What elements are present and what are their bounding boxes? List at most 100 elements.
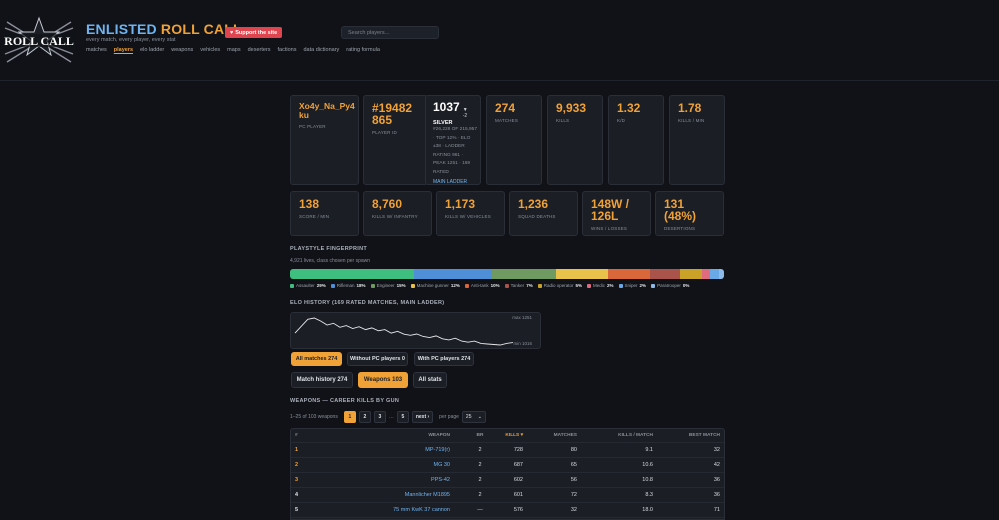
nav-rating-formula[interactable]: rating formula: [346, 47, 380, 53]
table-row[interactable]: 3 PPS-42 2 602 56 10.8 36: [291, 473, 724, 488]
nav-maps[interactable]: maps: [227, 47, 241, 53]
weapon-link[interactable]: Mannlicher M1895: [404, 492, 450, 498]
best-match-cell: 36: [713, 492, 720, 498]
stat-card-kd: 1.32 K/D: [608, 95, 664, 185]
legend-swatch: [330, 283, 335, 288]
player-name-line1: Xo4y_Na_Py4: [299, 101, 355, 111]
player-id-line2: 865: [372, 113, 393, 127]
nav-weapons[interactable]: weapons: [171, 47, 194, 53]
stat-label: SQUAD DEATHS: [518, 214, 556, 219]
main-ladder-link[interactable]: MAIN LADDER: [433, 178, 468, 185]
filter-with-pc[interactable]: With PC players 274: [414, 352, 474, 366]
stat-label: KILLS: [556, 118, 570, 123]
page-3-button[interactable]: 3: [373, 411, 386, 423]
legend-item: Machine gunner 12%: [410, 283, 460, 288]
legend-item: Medic 2%: [587, 283, 614, 288]
support-button[interactable]: ♥ Support the site: [225, 27, 283, 38]
page-1-button[interactable]: 1: [343, 411, 356, 423]
matches-cell: 56: [570, 477, 577, 483]
page-5-button[interactable]: 5: [396, 411, 409, 423]
player-name-line2: ku: [299, 110, 309, 120]
fingerprint-segment: [414, 269, 492, 279]
chevron-down-icon: ⌄: [477, 414, 482, 420]
legend-swatch: [464, 283, 469, 288]
legend-item: Rifleman 18%: [330, 283, 366, 288]
nav-elo-ladder[interactable]: elo ladder: [140, 47, 165, 53]
stat-value: 138: [299, 197, 320, 211]
tab-match-history[interactable]: Match history 274: [291, 372, 353, 388]
stat-card-desertions: 131 (48%) DESERTIONS: [655, 191, 724, 236]
legend-swatch: [537, 283, 542, 288]
tab-all-stats[interactable]: All stats: [413, 372, 447, 388]
tab-weapons[interactable]: Weapons 103: [358, 372, 408, 388]
nav-deserters[interactable]: deserters: [247, 47, 271, 53]
kills-per-match-cell: 8.3: [645, 492, 653, 498]
col-kills[interactable]: KILLS ▾: [505, 433, 523, 438]
br-cell: 2: [478, 477, 482, 483]
stat-value: 1,173: [445, 197, 476, 211]
elo-history-title: ELO HISTORY (169 RATED MATCHES, MAIN LAD…: [290, 300, 445, 306]
legend-item: Anti-tank 10%: [464, 283, 500, 288]
legend-label: Radio operator: [543, 283, 574, 288]
br-cell: 2: [478, 462, 482, 468]
table-row[interactable]: 2 MG 30 2 687 65 10.6 42: [291, 458, 724, 473]
stat-value: 131 (48%): [664, 198, 715, 222]
nav-data-dictionary[interactable]: data dictionary: [303, 47, 340, 53]
page-2-button[interactable]: 2: [358, 411, 371, 423]
stat-value: 9,933: [556, 101, 587, 115]
nav-vehicles[interactable]: vehicles: [200, 47, 221, 53]
col-rank: #: [295, 433, 298, 438]
stat-card-score-per-min: 138 SCORE / MIN: [290, 191, 359, 236]
player-name-card: Xo4y_Na_Py4 ku PC PLAYER: [290, 95, 359, 185]
table-row[interactable]: 4 Mannlicher M1895 2 601 72 8.3 36: [291, 488, 724, 503]
col-br[interactable]: BR: [476, 433, 484, 438]
nav-players[interactable]: players: [113, 47, 134, 53]
rank-cell: 2: [295, 462, 299, 468]
elo-value: 1037: [433, 100, 460, 114]
roll-call-logo[interactable]: ROLL CALL: [3, 14, 75, 66]
next-page-button[interactable]: next ›: [411, 411, 434, 423]
filter-all-matches[interactable]: All matches 274: [291, 352, 342, 366]
stat-card-kills: 9,933 KILLS: [547, 95, 603, 185]
player-id-label: PLAYER ID: [372, 130, 397, 135]
player-name: Xo4y_Na_Py4 ku: [299, 101, 355, 120]
legend-percent: 12%: [450, 283, 460, 288]
col-kills-per-match[interactable]: KILLS / MATCH: [618, 433, 653, 438]
stat-card-kills-per-min: 1.78 KILLS / MIN: [669, 95, 725, 185]
elo-min-label: min 1016: [513, 341, 532, 346]
stat-label: KILLS W/ INFANTRY: [372, 214, 418, 219]
best-match-cell: 71: [713, 507, 720, 513]
weapon-link[interactable]: MP-719(r): [425, 447, 450, 453]
legend-label: Rifleman: [336, 283, 355, 288]
nav-factions[interactable]: factions: [277, 47, 297, 53]
col-weapon[interactable]: WEAPON: [428, 433, 450, 438]
legend-swatch: [651, 283, 656, 288]
search-input[interactable]: [341, 26, 439, 39]
kills-cell: 576: [513, 507, 523, 513]
table-row[interactable]: 5 75 mm KwK 37 cannon — 576 32 18.0 71: [291, 503, 724, 518]
elo-history-chart: max 1251 min 1016: [290, 312, 541, 349]
filter-without-pc[interactable]: Without PC players 0: [347, 352, 408, 366]
legend-percent: 2%: [639, 283, 647, 288]
stat-value: 148W / 126L: [591, 198, 642, 222]
heart-icon: ♥: [230, 29, 234, 36]
legend-label: Medic: [593, 283, 606, 288]
col-matches[interactable]: MATCHES: [553, 433, 577, 438]
nav-matches[interactable]: matches: [86, 47, 107, 53]
per-page-select[interactable]: 25 ⌄: [461, 411, 486, 423]
best-match-cell: 36: [713, 477, 720, 483]
stat-label: KILLS W/ VEHICLES: [445, 214, 491, 219]
best-match-cell: 42: [713, 462, 720, 468]
fingerprint-segment: [719, 269, 724, 279]
weapon-link[interactable]: MG 30: [433, 462, 450, 468]
best-match-cell: 32: [713, 447, 720, 453]
matches-cell: 32: [570, 507, 577, 513]
kills-cell: 602: [513, 477, 523, 483]
br-cell: —: [477, 507, 483, 513]
weapon-link[interactable]: PPS-42: [431, 477, 450, 483]
table-row[interactable]: 1 MP-719(r) 2 728 80 9.1 32: [291, 443, 724, 458]
weapon-link[interactable]: 75 mm KwK 37 cannon: [393, 507, 450, 513]
col-best-match[interactable]: BEST MATCH: [688, 433, 720, 438]
legend-percent: 5%: [575, 283, 582, 288]
brand-title[interactable]: ENLISTED ROLL CALL: [86, 21, 242, 37]
